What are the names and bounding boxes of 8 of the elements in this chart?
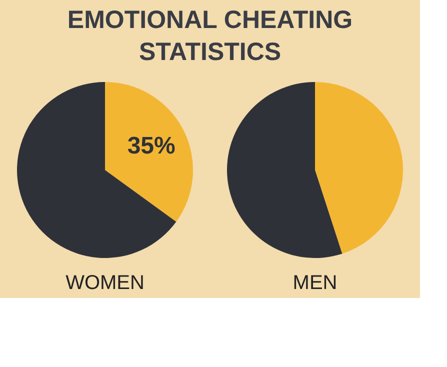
data-label: 35% xyxy=(127,132,176,160)
pie-slice xyxy=(227,82,342,258)
text: WOMEN xyxy=(66,272,144,294)
pie-slice xyxy=(105,82,193,222)
pie-slice xyxy=(315,82,403,254)
text: MEN xyxy=(292,272,338,294)
pie-slice xyxy=(17,82,176,258)
chart-title: EMOTIONAL CHEATING STATISTICS xyxy=(67,6,353,66)
